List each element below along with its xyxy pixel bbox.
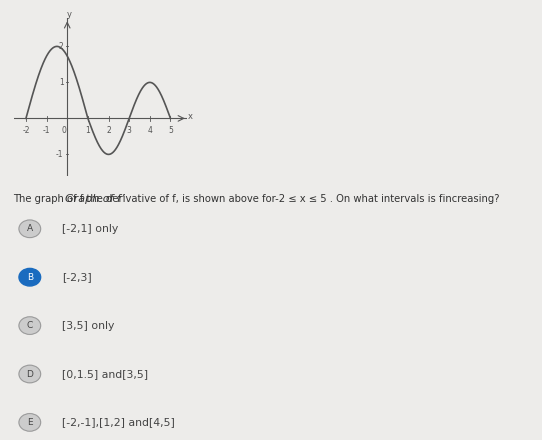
Text: Graph of f’: Graph of f’	[65, 194, 125, 204]
Text: [-2,-1],[1,2] and[4,5]: [-2,-1],[1,2] and[4,5]	[62, 418, 175, 427]
Text: -1: -1	[43, 126, 50, 136]
Text: 4: 4	[147, 126, 152, 136]
Text: -2: -2	[22, 126, 30, 136]
Text: x: x	[188, 112, 193, 121]
Text: 2: 2	[59, 42, 63, 51]
Text: y: y	[67, 11, 72, 19]
Text: 1: 1	[59, 78, 63, 87]
Text: 1: 1	[86, 126, 91, 136]
Text: 3: 3	[127, 126, 132, 136]
Text: 0: 0	[61, 126, 66, 136]
Text: A: A	[27, 224, 33, 233]
Text: [-2,1] only: [-2,1] only	[62, 224, 119, 234]
Text: The graph of f the derivative of f, is shown above for-2 ≤ x ≤ 5 . On what inter: The graph of f the derivative of f, is s…	[14, 194, 500, 204]
Text: E: E	[27, 418, 33, 427]
Text: [-2,3]: [-2,3]	[62, 272, 92, 282]
Text: 5: 5	[168, 126, 173, 136]
Text: D: D	[27, 370, 33, 378]
Text: [3,5] only: [3,5] only	[62, 321, 115, 330]
Text: C: C	[27, 321, 33, 330]
Text: -1: -1	[56, 150, 63, 159]
Text: [0,1.5] and[3,5]: [0,1.5] and[3,5]	[62, 369, 149, 379]
Text: 2: 2	[106, 126, 111, 136]
Text: B: B	[27, 273, 33, 282]
